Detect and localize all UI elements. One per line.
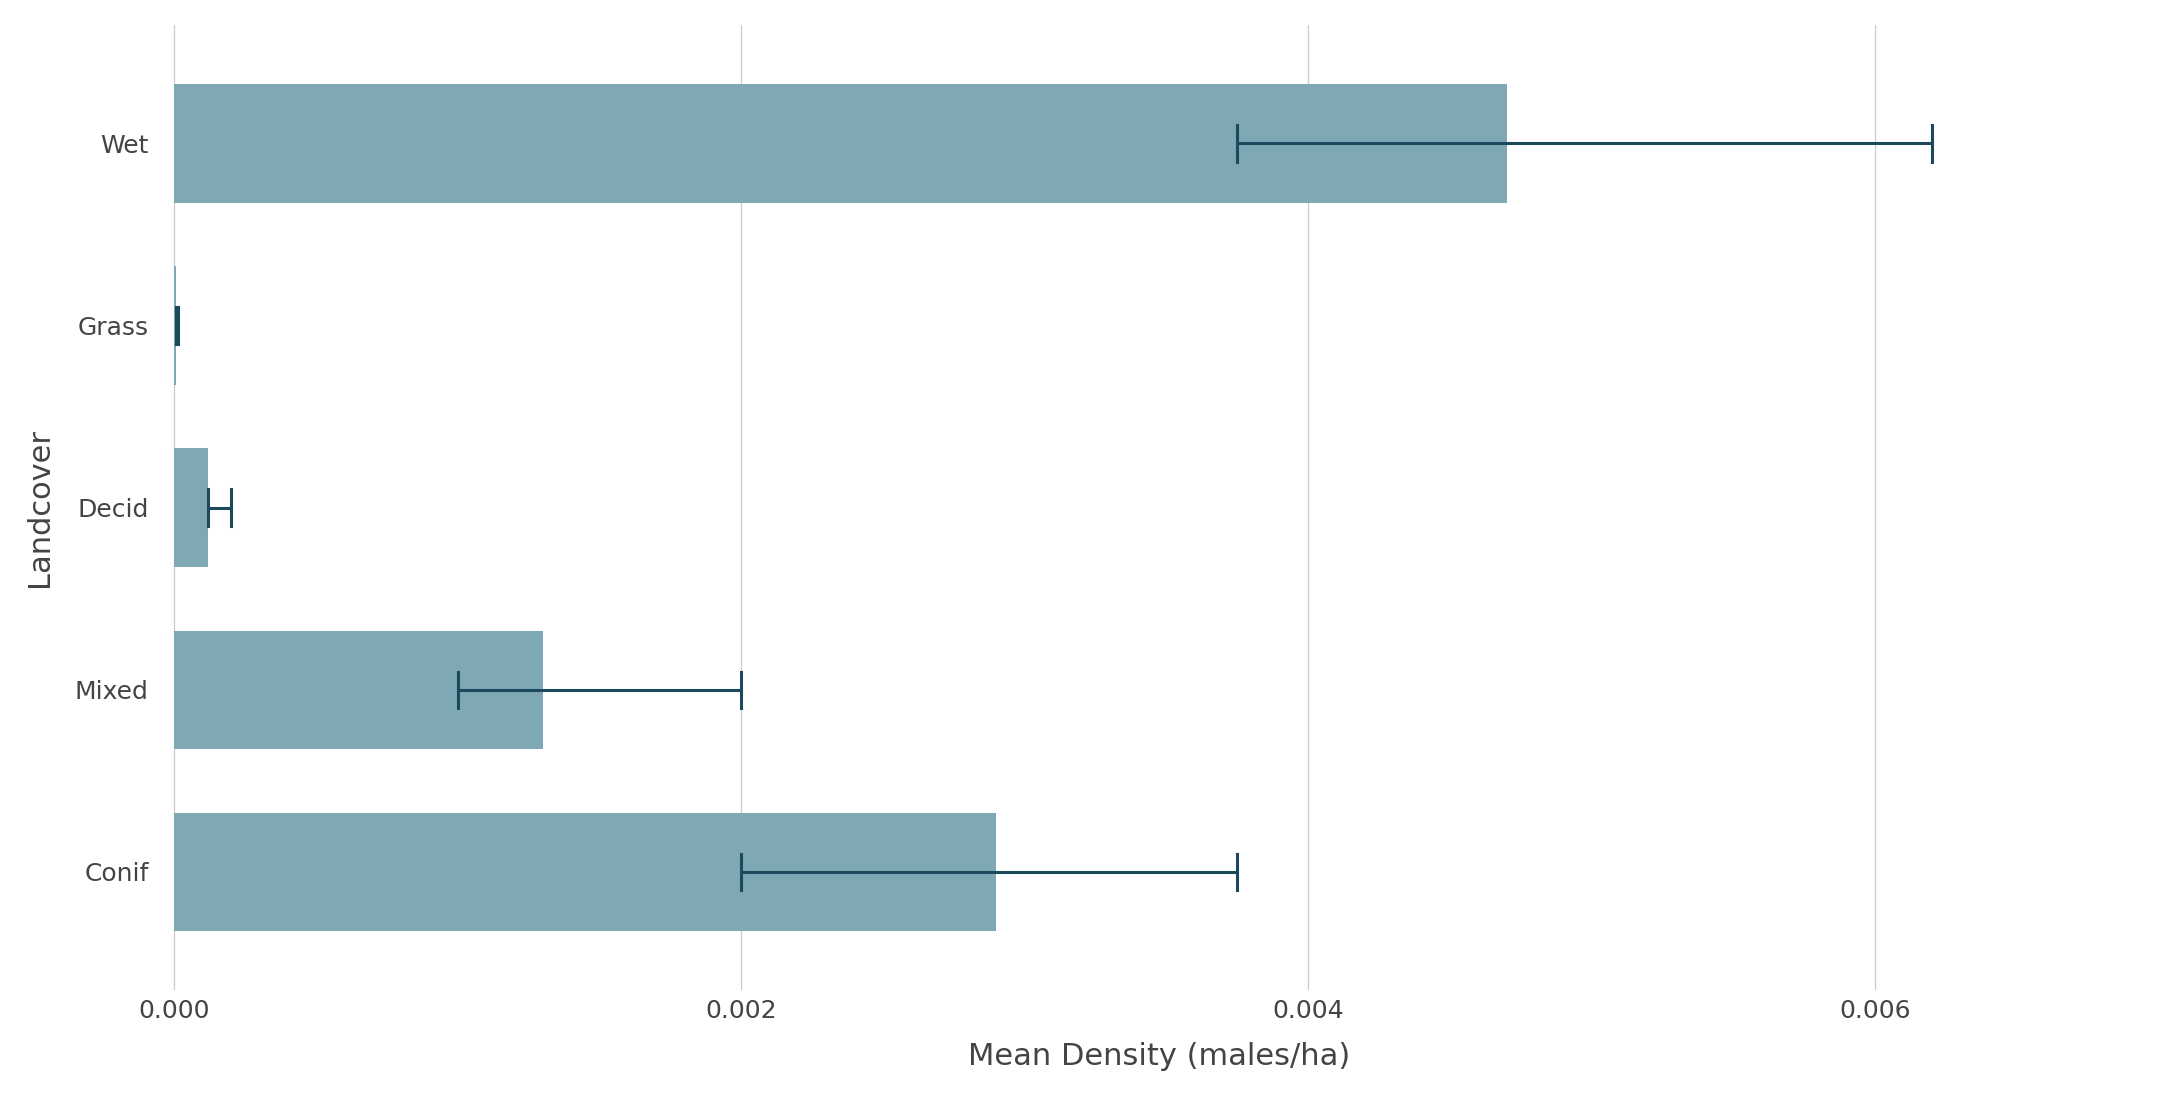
Bar (175, 448, 207, 567)
Bar (175, 630, 542, 749)
Bar (175, 84, 1507, 203)
Bar (175, 266, 177, 385)
Y-axis label: Landcover: Landcover (24, 429, 55, 587)
X-axis label: Mean Density (males/ha): Mean Density (males/ha) (968, 1042, 1350, 1071)
Bar (175, 812, 996, 931)
